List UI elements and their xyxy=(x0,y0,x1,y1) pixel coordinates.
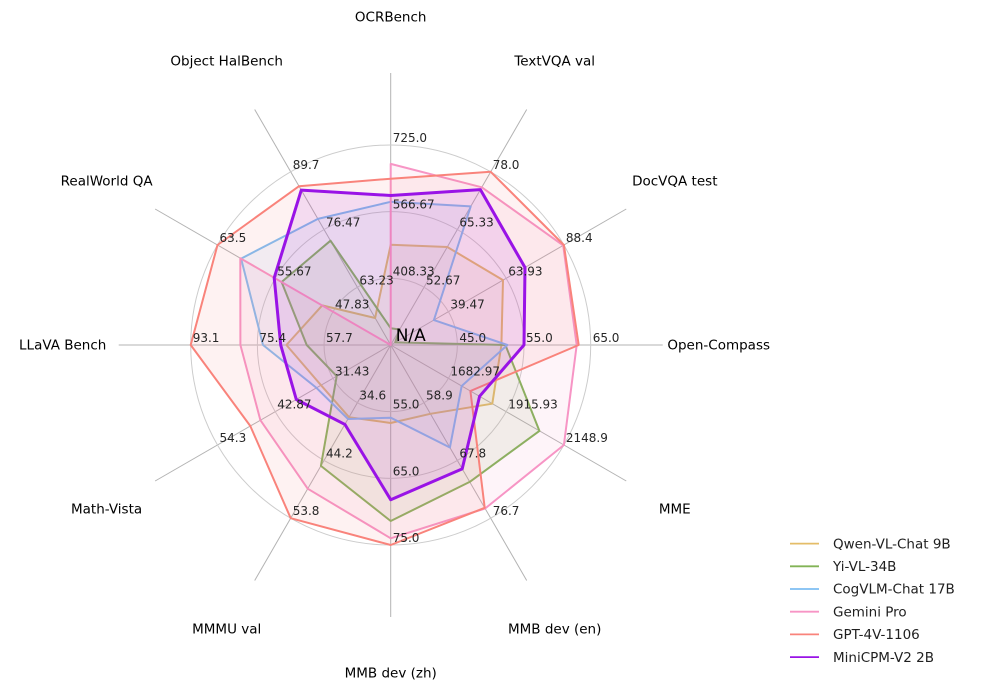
legend-item: GPT-4V-1106 xyxy=(790,627,920,643)
tick-label-object-halbench: 76.47 xyxy=(326,216,360,230)
series-polygon-gpt-4v-1106 xyxy=(189,170,580,546)
tick-label-mme: 1682.97 xyxy=(450,364,500,378)
tick-label-realworld-qa: 47.83 xyxy=(335,298,369,312)
tick-label-textvqa-val: 78.0 xyxy=(493,158,520,172)
legend-label-gpt-4v-1106: GPT-4V-1106 xyxy=(833,627,920,643)
axis-label-object-halbench: Object HalBench xyxy=(170,53,283,69)
tick-label-math-vista: 54.3 xyxy=(220,431,247,445)
tick-label-mmb-dev-zh: 75.0 xyxy=(393,531,420,545)
tick-label-ocrbench: 566.67 xyxy=(393,198,435,212)
axis-label-open-compass: Open-Compass xyxy=(667,338,770,354)
tick-label-mmmu-val: 53.8 xyxy=(293,504,320,518)
legend-item: Gemini Pro xyxy=(790,604,907,620)
axis-spoke xyxy=(390,344,627,482)
tick-label-mmb-dev-en: 67.8 xyxy=(459,447,486,461)
tick-label-open-compass: 65.0 xyxy=(593,331,620,345)
tick-label-ocrbench: 408.33 xyxy=(393,264,435,278)
tick-label-object-halbench: 89.7 xyxy=(293,158,320,172)
tick-label-mmb-dev-zh: 65.0 xyxy=(393,464,420,478)
tick-label-mmb-dev-en: 76.7 xyxy=(493,504,520,518)
tick-label-mmb-dev-zh: 55.0 xyxy=(393,398,420,412)
tick-label-realworld-qa: 55.67 xyxy=(277,264,311,278)
series-polygon-minicpm-v2-2b xyxy=(272,188,527,502)
axis-spoke xyxy=(390,208,627,346)
tick-label-realworld-qa: 63.5 xyxy=(220,231,247,245)
center-na-label: N/A xyxy=(396,326,426,346)
tick-label-docvqa-test: 63.93 xyxy=(508,264,542,278)
axis-label-mme: MME xyxy=(659,502,691,518)
legend-item: MiniCPM-V2 2B xyxy=(790,650,934,666)
tick-label-docvqa-test: 39.47 xyxy=(450,298,484,312)
tick-label-mmb-dev-en: 58.9 xyxy=(426,389,453,403)
axis-spoke xyxy=(254,109,392,346)
tick-label-llava-bench: 57.7 xyxy=(326,331,353,345)
tick-label-mme: 2148.9 xyxy=(566,431,608,445)
tick-label-mmmu-val: 44.2 xyxy=(326,447,353,461)
legend-item: CogVLM-Chat 17B xyxy=(790,582,955,598)
tick-label-open-compass: 55.0 xyxy=(526,331,553,345)
tick-label-textvqa-val: 52.67 xyxy=(426,273,460,287)
tick-label-llava-bench: 93.1 xyxy=(193,331,220,345)
tick-label-math-vista: 42.87 xyxy=(277,398,311,412)
legend-item: Yi-VL-34B xyxy=(790,559,896,575)
axis-label-llava-bench: LLaVA Bench xyxy=(19,338,106,354)
axis-label-mmb-dev-en: MMB dev (en) xyxy=(508,622,601,638)
tick-label-mmmu-val: 34.6 xyxy=(359,389,386,403)
tick-label-open-compass: 45.0 xyxy=(459,331,486,345)
legend-label-yi-vl-34b: Yi-VL-34B xyxy=(832,559,896,575)
axis-label-realworld-qa: RealWorld QA xyxy=(61,174,154,190)
legend: Qwen-VL-Chat 9B Yi-VL-34B CogVLM-Chat 17B G… xyxy=(790,536,955,666)
axis-spoke xyxy=(390,109,528,346)
tick-label-mme: 1915.93 xyxy=(508,398,558,412)
axis-label-math-vista: Math-Vista xyxy=(71,502,142,518)
tick-label-object-halbench: 63.23 xyxy=(359,273,393,287)
axis-spoke xyxy=(390,344,528,581)
tick-label-ocrbench: 725.0 xyxy=(393,131,427,145)
axis-spoke xyxy=(154,344,391,482)
axis-label-docvqa-test: DocVQA test xyxy=(632,174,717,190)
tick-label-math-vista: 31.43 xyxy=(335,364,369,378)
axis-label-textvqa-val: TextVQA val xyxy=(513,53,595,69)
tick-label-docvqa-test: 88.4 xyxy=(566,231,593,245)
axis-label-ocrbench: OCRBench xyxy=(355,10,427,26)
legend-label-cogvlm-chat-17b: CogVLM-Chat 17B xyxy=(833,582,955,598)
tick-label-textvqa-val: 65.33 xyxy=(459,216,493,230)
legend-label-gemini-pro: Gemini Pro xyxy=(833,604,907,620)
tick-label-llava-bench: 75.4 xyxy=(259,331,286,345)
legend-item: Qwen-VL-Chat 9B xyxy=(790,536,951,552)
axis-label-mmb-dev-zh: MMB dev (zh) xyxy=(345,666,437,682)
legend-label-qwen-vl-chat-9b: Qwen-VL-Chat 9B xyxy=(833,536,951,552)
legend-label-minicpm-v2-2b: MiniCPM-V2 2B xyxy=(833,650,934,666)
axis-label-mmmu-val: MMMU val xyxy=(192,622,261,638)
axis-spoke xyxy=(254,344,392,581)
